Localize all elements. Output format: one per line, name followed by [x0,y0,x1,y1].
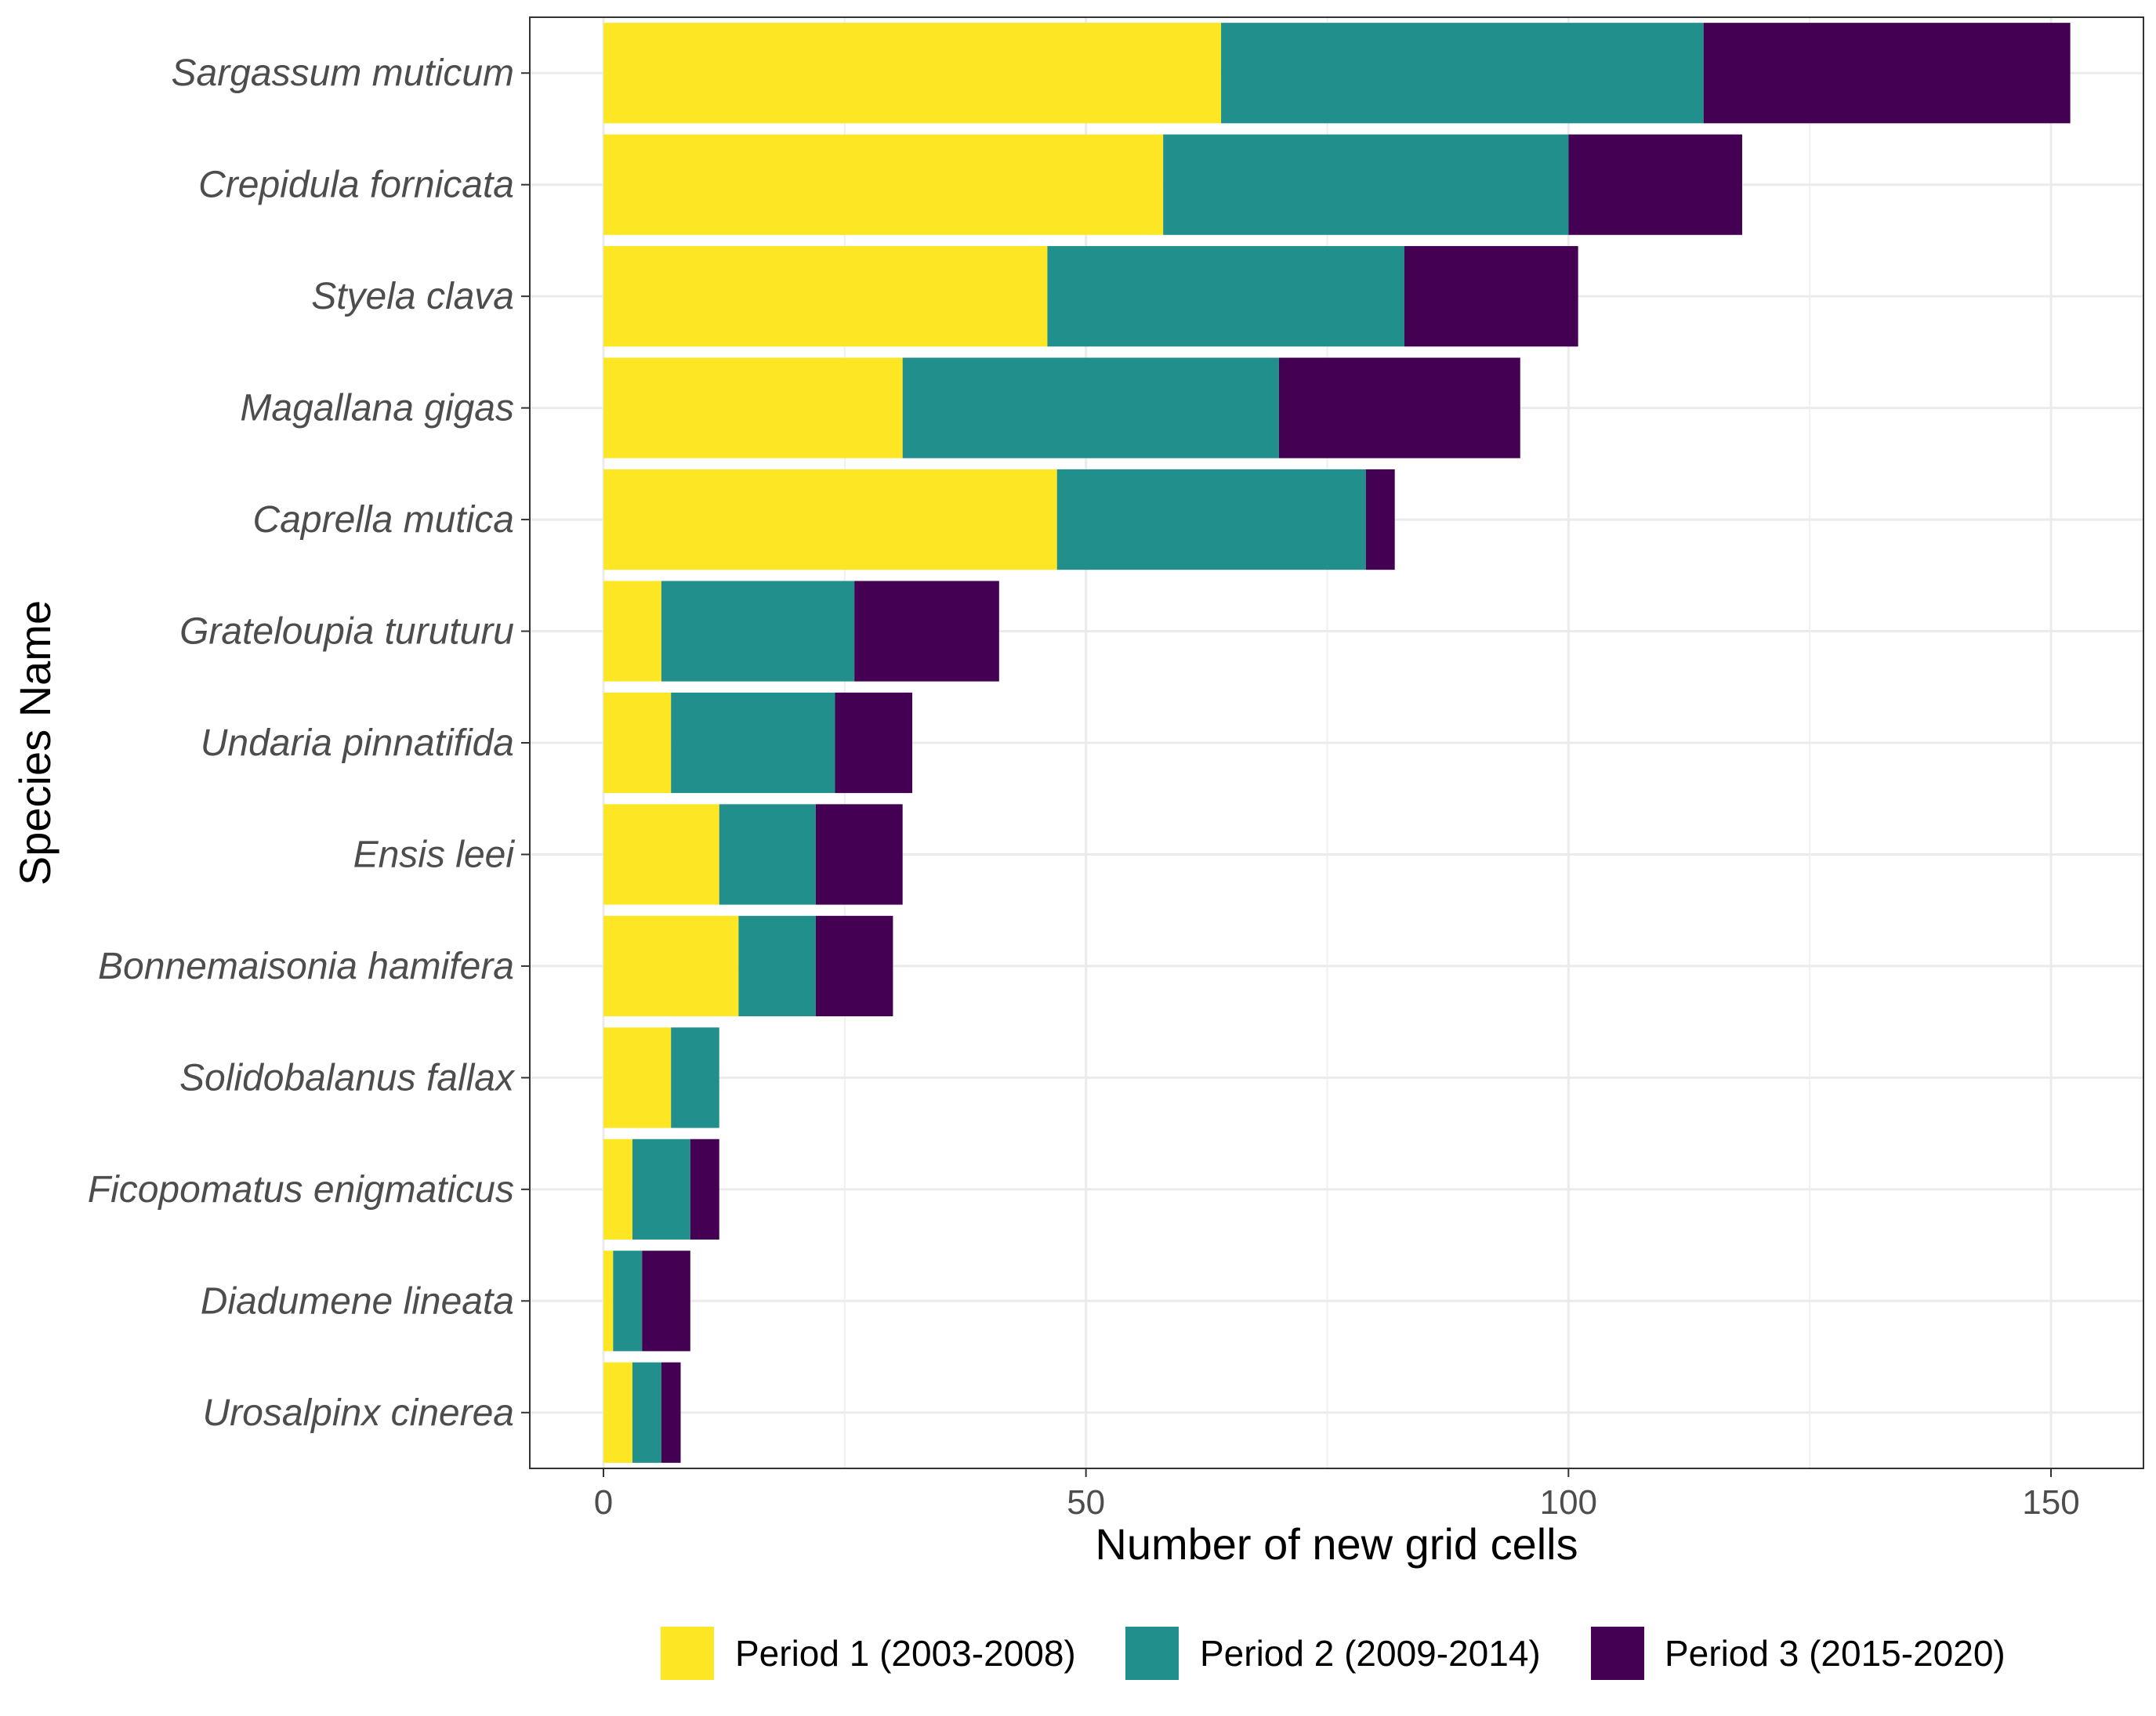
legend-label-period-1: Period 1 (2003-2008) [735,1633,1076,1674]
legend-key-period-3 [1591,1627,1644,1680]
bar-undaria-pinnatifida-period-1 [603,692,672,794]
bar-undaria-pinnatifida-period-3 [835,692,913,794]
bar-styela-clava-period-3 [1404,246,1578,347]
bar-undaria-pinnatifida-period-2 [671,692,835,794]
bar-diadumene-lineata-period-1 [603,1251,614,1352]
x-axis-title: Number of new grid cells [1095,1519,1578,1569]
bar-bonnemaisonia-hamifera-period-2 [738,915,816,1017]
bar-crepidula-fornicata-period-1 [603,134,1164,235]
bar-styela-clava-period-2 [1047,246,1405,347]
bar-crepidula-fornicata-period-3 [1568,134,1742,235]
bar-magallana-gigas-period-1 [603,357,903,458]
bars [603,23,2071,1463]
bar-solidobalanus-fallax-period-1 [603,1027,672,1128]
y-tick-label: Bonnemaisonia hamifera [98,946,514,987]
bar-caprella-mutica-period-2 [1056,469,1366,570]
y-axis: Sargassum muticum Crepidula fornicata Stye… [88,52,530,1434]
y-tick-label: Grateloupia turuturu [179,611,514,653]
bar-caprella-mutica-period-1 [603,469,1057,570]
bar-sargassum-muticum-period-3 [1703,23,2071,124]
bar-styela-clava-period-1 [603,246,1048,347]
x-tick-label: 100 [1540,1483,1597,1522]
y-tick-label: Diadumene lineata [201,1280,514,1322]
y-tick-label: Crepidula fornicata [198,165,514,206]
legend-label-period-2: Period 2 (2009-2014) [1200,1633,1541,1674]
x-axis: 0 50 100 150 [594,1468,2080,1522]
bar-ficopomatus-enigmaticus-period-1 [603,1139,632,1240]
bar-diadumene-lineata-period-3 [642,1251,690,1352]
bar-sargassum-muticum-period-2 [1221,23,1704,124]
bar-grateloupia-turuturu-period-3 [854,581,999,682]
bar-bonnemaisonia-hamifera-period-3 [815,915,893,1017]
bar-urosalpinx-cinerea-period-2 [632,1362,661,1463]
legend-key-period-2 [1125,1627,1179,1680]
bar-grateloupia-turuturu-period-1 [603,581,661,682]
legend: Period 1 (2003-2008) Period 2 (2009-2014)… [661,1627,2006,1680]
y-axis-title: Species Name [10,600,60,885]
bar-urosalpinx-cinerea-period-3 [661,1362,681,1463]
y-tick-label: Solidobalanus fallax [179,1057,516,1099]
y-tick-label: Magallana gigas [240,388,514,429]
bar-urosalpinx-cinerea-period-1 [603,1362,632,1463]
bar-solidobalanus-fallax-period-2 [671,1027,719,1128]
legend-key-period-1 [661,1627,714,1680]
bar-ensis-leei-period-3 [815,804,903,905]
bar-grateloupia-turuturu-period-2 [661,581,855,682]
bar-magallana-gigas-period-3 [1278,357,1520,458]
x-tick-label: 50 [1067,1483,1105,1522]
y-tick-label: Ficopomatus enigmaticus [88,1169,514,1211]
bar-diadumene-lineata-period-2 [613,1251,643,1352]
bar-bonnemaisonia-hamifera-period-1 [603,915,739,1017]
bar-caprella-mutica-period-3 [1365,469,1395,570]
y-tick-label: Styela clava [311,276,514,317]
bar-ficopomatus-enigmaticus-period-3 [690,1139,719,1240]
legend-label-period-3: Period 3 (2015-2020) [1665,1633,2006,1674]
y-tick-label: Caprella mutica [253,499,514,541]
bar-sargassum-muticum-period-1 [603,23,1222,124]
x-tick-label: 150 [2022,1483,2079,1522]
y-tick-label: Sargassum muticum [172,52,514,94]
x-tick-label: 0 [594,1483,613,1522]
bar-ensis-leei-period-1 [603,804,719,905]
y-tick-label: Urosalpinx cinerea [202,1392,514,1434]
bar-crepidula-fornicata-period-2 [1163,134,1569,235]
y-tick-label: Ensis leei [353,834,516,875]
bar-ficopomatus-enigmaticus-period-2 [632,1139,690,1240]
y-tick-label: Undaria pinnatifida [201,722,514,764]
bar-ensis-leei-period-2 [719,804,816,905]
bar-magallana-gigas-period-2 [902,357,1279,458]
